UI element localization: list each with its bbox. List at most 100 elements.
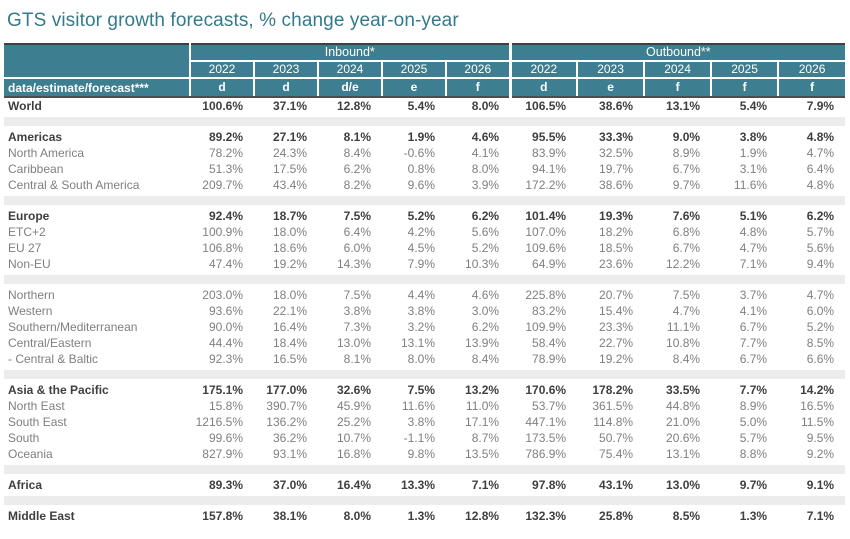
data-cell: 27.1% [272,130,307,144]
data-cell: 23.6% [599,257,634,271]
data-cell: 50.7% [599,431,634,445]
data-cell: 3.8% [343,304,371,318]
data-cell: 83.9% [532,146,567,160]
table-row: Americas 89.2% 27.1% 8.1% 1.9% 4.6% 95.5% 33.3%… [4,128,845,146]
data-cell: 43.1% [599,478,634,492]
data-cell: 5.6% [806,241,835,255]
data-cell: 16.4% [272,320,307,334]
spacer-cell [4,114,846,129]
table-row: World 100.6% 37.1% 12.8% 5.4% 8.0% 106.5% 38.6%… [4,97,845,116]
data-cell: 8.0% [471,99,500,113]
def-cell: e [577,78,646,98]
table-row: Central & South America 209.7% 43.4% 8.2% 9.… [4,177,845,195]
def-row-label: data/estimate/forecast*** [4,78,191,98]
spacer-row [4,272,846,287]
spacer-row [4,462,846,477]
table-row: North America 78.2% 24.3% 8.4% -0.6% 4.1% 83.9… [4,145,845,161]
data-cell: 13.0% [336,336,371,350]
data-cell: 89.2% [208,130,243,144]
data-cell: 3.2% [407,320,435,334]
data-cell: 4.5% [407,241,435,255]
data-cell: 15.4% [599,304,634,318]
data-cell: 5.0% [739,415,768,429]
data-cell: 44.4% [208,336,243,350]
year-header: 2026 [778,61,846,79]
data-cell: 78.2% [208,146,243,160]
data-cell: 17.5% [272,162,307,176]
table-row: Oceania 827.9% 93.1% 16.8% 9.8% 13.5% 786.9% 75… [4,446,845,464]
data-cell: 64.9% [532,257,567,271]
data-cell: 12.2% [666,257,701,271]
data-cell: 25.2% [336,415,371,429]
data-cell: 8.1% [343,130,371,144]
data-cell: 203.0% [202,288,243,302]
data-cell: 11.0% [465,399,500,413]
data-cell: 10.3% [465,257,500,271]
data-cell: 4.7% [672,304,701,318]
data-cell: 0.8% [407,162,435,176]
data-cell: 5.7% [739,431,768,445]
spacer-row [4,493,846,508]
table-row: - Central & Baltic 92.3% 16.5% 8.1% 8.0% 8.4%… [4,351,845,369]
data-cell: 3.0% [471,304,500,318]
data-cell: 3.8% [739,130,768,144]
data-cell: 92.4% [208,209,243,223]
table-body: World 100.6% 37.1% 12.8% 5.4% 8.0% 106.5% 38.6%… [4,97,846,524]
data-cell: 4.8% [806,178,835,192]
data-cell: 10.7% [336,431,371,445]
spacer-cell [4,462,846,477]
table-row: Caribbean 51.3% 17.5% 6.2% 0.8% 8.0% 94.1% 19.7… [4,161,845,177]
data-cell: 172.2% [525,178,567,192]
data-cell: 11.5% [800,415,835,429]
data-cell: 5.4% [739,99,768,113]
row-label: Southern/Mediterranean [8,320,138,334]
data-cell: 170.6% [525,383,567,397]
table-row: Western 93.6% 22.1% 3.8% 3.8% 3.0% 83.2% 15.4% 4… [4,303,845,319]
spacer-cell [4,493,846,508]
def-cell: d [508,78,579,98]
data-cell: 6.2% [471,320,500,334]
data-cell: 4.7% [739,241,768,255]
data-cell: 7.9% [806,99,835,113]
data-cell: 9.5% [806,431,835,445]
row-label: Asia & the Pacific [8,383,109,397]
data-cell: 3.1% [739,162,768,176]
row-label: Oceania [8,447,53,461]
data-cell: 43.4% [272,178,307,192]
data-cell: 17.1% [465,415,500,429]
data-cell: 12.8% [465,509,500,523]
data-cell: 7.5% [343,288,371,302]
spacer-cell [4,193,846,208]
data-cell: 5.6% [471,225,500,239]
data-cell: 8.9% [672,146,701,160]
data-cell: 20.6% [666,431,701,445]
data-cell: 94.1% [532,162,567,176]
data-cell: 83.2% [532,304,567,318]
data-cell: 58.4% [532,336,567,350]
data-cell: 3.8% [407,415,435,429]
table-row: ETC+2 100.9% 18.0% 6.4% 4.2% 5.6% 107.0% 18.2% 6… [4,224,845,240]
spacer-row [4,367,846,382]
table-row: South East 1216.5% 136.2% 25.2% 3.8% 17.1% 447… [4,414,845,430]
data-cell: 1.3% [739,509,768,523]
data-cell: 447.1% [525,415,567,429]
row-label: Central/Eastern [8,336,92,350]
year-header: 2026 [446,61,512,79]
data-cell: 6.2% [471,209,500,223]
data-cell: 19.7% [599,162,634,176]
data-cell: 25.8% [599,509,634,523]
data-cell: 1.9% [407,130,435,144]
group-header-inbound: Inbound* [190,44,512,62]
data-cell: 225.8% [525,288,567,302]
data-cell: 8.7% [471,431,500,445]
data-cell: 390.7% [266,399,307,413]
table-row: Central/Eastern 44.4% 18.4% 13.0% 13.1% 13.9%… [4,335,845,351]
table-row: Europe 92.4% 18.7% 7.5% 5.2% 6.2% 101.4% 19.3% 7… [4,207,845,225]
data-cell: 10.8% [666,336,701,350]
data-cell: 3.8% [407,304,435,318]
data-cell: 19.2% [272,257,307,271]
year-header: 2024 [644,61,713,79]
row-label: Europe [8,209,50,223]
row-label: Northern [8,288,55,302]
data-cell: 12.8% [336,99,371,113]
